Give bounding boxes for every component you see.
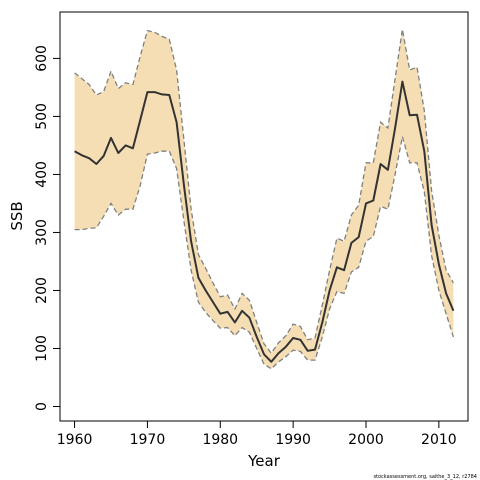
y-tick-label: 300 (34, 219, 50, 246)
y-axis: 0 100 200 300 400 500 600 (34, 45, 61, 411)
x-tick-label: 1960 (57, 432, 93, 448)
x-tick-label: 2000 (348, 432, 384, 448)
confidence-band-layer (74, 29, 455, 370)
y-tick-label: 500 (34, 103, 50, 130)
x-tick-label: 1990 (275, 432, 311, 448)
x-tick-label: 1980 (202, 432, 238, 448)
y-tick-label: 600 (34, 45, 50, 72)
footnote: stockassessment.org, saithe_3_12, r2784 (373, 474, 477, 480)
y-axis-label: SSB (8, 201, 26, 230)
y-tick-label: 400 (34, 161, 50, 188)
estimate-line-layer (74, 80, 455, 363)
lower-bound-line (74, 136, 455, 370)
x-tick-label: 2010 (421, 432, 457, 448)
x-axis: 1960 1970 1980 1990 2000 2010 (57, 420, 457, 448)
x-tick-label: 1970 (130, 432, 166, 448)
upper-bound-line (74, 29, 454, 355)
x-axis-label: Year (247, 452, 281, 470)
y-tick-label: 200 (34, 277, 50, 304)
ssb-estimate-line (74, 80, 455, 363)
y-tick-label: 0 (34, 402, 50, 411)
y-tick-label: 100 (34, 335, 50, 362)
confidence-band (74, 29, 454, 369)
